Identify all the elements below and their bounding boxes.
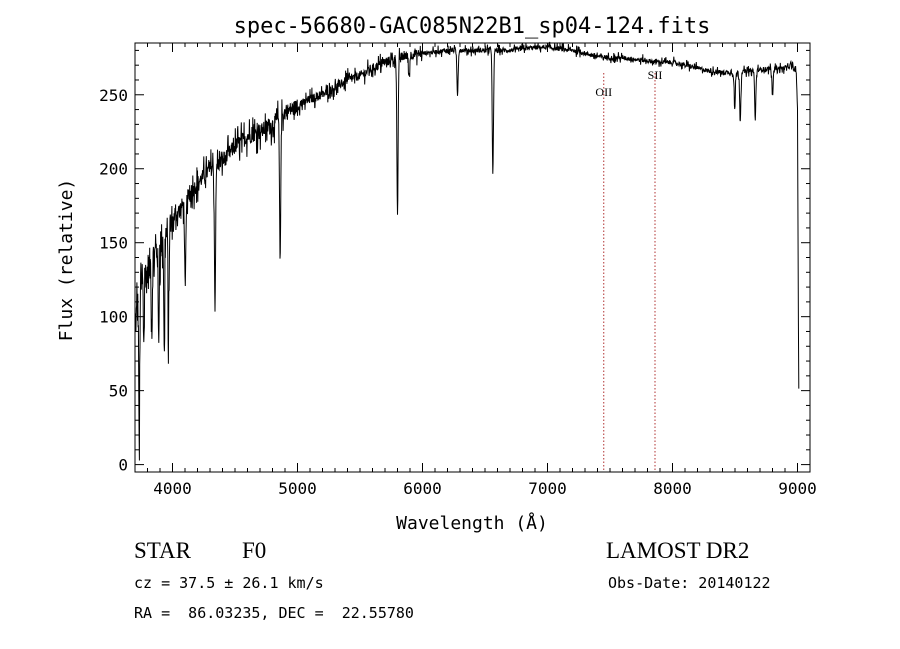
- y-tick-label: 100: [99, 308, 128, 327]
- chart-title: spec-56680-GAC085N22B1_sp04-124.fits: [234, 14, 711, 39]
- spectral-subclass: F0: [242, 538, 267, 563]
- y-tick-label: 50: [109, 382, 128, 401]
- x-tick-label: 8000: [653, 479, 692, 498]
- x-tick-label: 4000: [153, 479, 192, 498]
- series-group: [134, 41, 800, 461]
- y-tick-label: 150: [99, 234, 128, 253]
- x-tick-label: 9000: [778, 479, 817, 498]
- x-tick-label: 6000: [403, 479, 442, 498]
- annotation-label: SII: [648, 68, 663, 82]
- observation-date: Obs-Date: 20140122: [608, 574, 771, 592]
- redshift-velocity: cz = 37.5 ± 26.1 km/s: [134, 574, 324, 592]
- object-class: STAR: [134, 538, 191, 563]
- x-tick-label: 5000: [278, 479, 317, 498]
- y-tick-label: 250: [99, 86, 128, 105]
- spectrum-series: [134, 41, 800, 461]
- y-tick-label: 200: [99, 160, 128, 179]
- y-tick-label: 0: [118, 456, 128, 475]
- y-axis-label: Flux (relative): [56, 179, 77, 342]
- axis-ticks: 4000 5000 6000 7000 8000 9000 0 50 100 150 200 250: [99, 43, 817, 498]
- annotation-markers: OII SII: [595, 68, 662, 472]
- plot-frame: [134, 42, 811, 473]
- sky-coordinates: RA = 86.03235, DEC = 22.55780: [134, 604, 414, 622]
- survey-name: LAMOST DR2: [606, 538, 750, 563]
- annotation-label: OII: [595, 85, 612, 99]
- x-tick-label: 7000: [528, 479, 567, 498]
- x-axis-label: Wavelength (Å): [396, 512, 548, 534]
